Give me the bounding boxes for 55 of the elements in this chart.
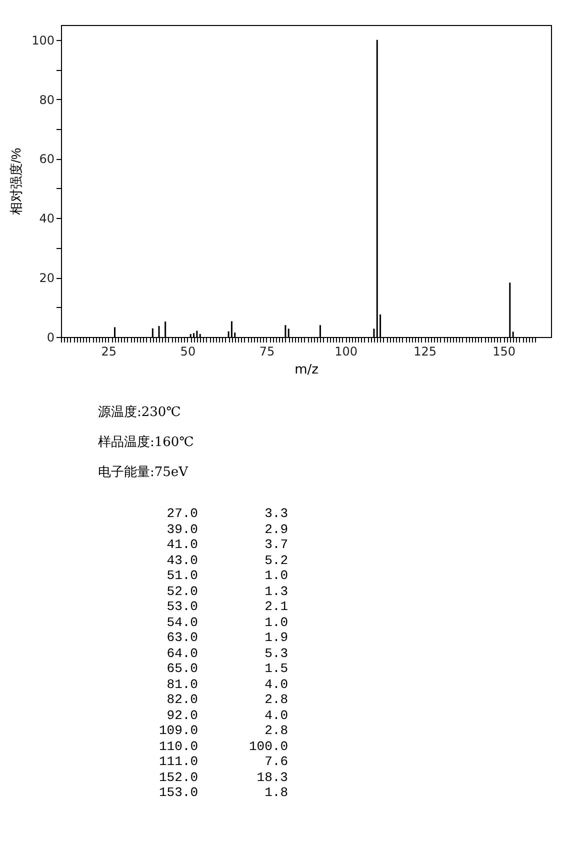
text: 1.9: [264, 630, 288, 646]
x-tick-label: 75: [259, 344, 275, 358]
text: 2.1: [264, 599, 288, 614]
y-tick-label: 40: [39, 212, 54, 226]
y-axis-title: 相对强度/%: [8, 147, 24, 216]
text: 81.0: [166, 676, 198, 692]
text: 4.0: [264, 676, 288, 692]
text: 111.0: [158, 754, 198, 770]
text: 7.6: [264, 754, 288, 770]
x-tick-label: 125: [414, 344, 436, 358]
text: 65.0: [166, 661, 198, 676]
text: 64.0: [166, 646, 198, 661]
text: 5.2: [264, 552, 288, 568]
text: 18.3: [256, 770, 288, 785]
text: 1.3: [264, 584, 288, 599]
x-tick-label: 100: [334, 344, 358, 358]
y-tick-label: 0: [46, 330, 54, 344]
text: 2.9: [264, 522, 288, 537]
text: 1.0: [264, 568, 288, 584]
text: 43.0: [166, 552, 198, 568]
text: 1.8: [264, 785, 288, 800]
text: 52.0: [166, 584, 198, 599]
y-tick-label: 80: [39, 92, 54, 107]
text: 152.0: [158, 770, 198, 785]
text: 源温度:230℃: [98, 404, 182, 422]
text: 54.0: [166, 614, 198, 630]
text: 2.8: [264, 692, 288, 708]
text: 样品温度:160℃: [98, 434, 194, 452]
text: 电子能量:75eV: [98, 464, 190, 482]
x-axis-title: m/z: [294, 362, 319, 378]
x-tick-label: 50: [180, 344, 196, 358]
text: 153.0: [158, 785, 198, 800]
text: 41.0: [166, 537, 198, 552]
text: 4.0: [264, 708, 288, 723]
text: 51.0: [166, 568, 198, 584]
text: 100.0: [248, 738, 288, 754]
y-tick-label: 100: [32, 33, 54, 48]
text: 53.0: [166, 599, 198, 614]
text: 1.5: [264, 661, 288, 676]
text: 110.0: [158, 738, 198, 754]
text: 3.7: [264, 537, 288, 552]
text: 63.0: [166, 630, 198, 646]
x-tick-label: 25: [101, 344, 117, 358]
text: 5.3: [264, 646, 288, 661]
x-tick-label: 150: [492, 344, 516, 358]
text: 3.3: [264, 506, 288, 522]
y-tick-label: 20: [39, 271, 54, 286]
text: 109.0: [158, 723, 198, 738]
text: 92.0: [166, 708, 198, 723]
text: 1.0: [264, 614, 288, 630]
text: 82.0: [166, 692, 198, 708]
text: 27.0: [166, 506, 198, 522]
text: 2.8: [264, 723, 288, 738]
text: 39.0: [166, 522, 198, 537]
y-tick-label: 60: [39, 152, 54, 166]
